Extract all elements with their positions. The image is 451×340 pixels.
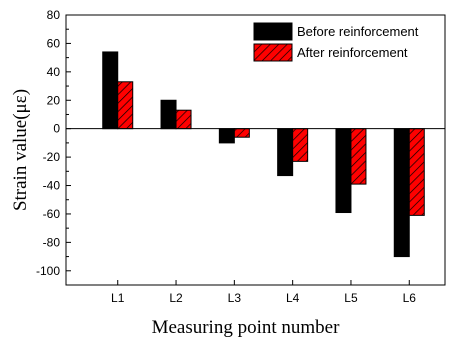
bar-before-l6 bbox=[393, 128, 410, 258]
x-axis-title: Measuring point number bbox=[152, 317, 341, 338]
y-axis-title: Strain value(με) bbox=[10, 89, 31, 211]
bar-after-l2 bbox=[175, 109, 192, 130]
y-tick-label: -100 bbox=[36, 264, 60, 278]
legend: Before reinforcement After reinforcement bbox=[253, 22, 419, 62]
y-tick-label: 0 bbox=[53, 122, 60, 136]
bar-after-l4 bbox=[292, 128, 309, 162]
bar-after-l3 bbox=[233, 128, 250, 138]
y-tick-label: 60 bbox=[47, 36, 61, 50]
y-tick-label: -80 bbox=[43, 235, 61, 249]
y-tick-label: -40 bbox=[43, 179, 61, 193]
y-tick-label: -20 bbox=[43, 150, 61, 164]
bars bbox=[102, 51, 425, 258]
plot-frame bbox=[65, 14, 446, 286]
bar-after-l5 bbox=[350, 128, 367, 185]
legend-swatch bbox=[253, 43, 293, 62]
y-tick-label: 40 bbox=[47, 65, 61, 79]
bar-after-l6 bbox=[408, 128, 425, 216]
bar-before-l1 bbox=[102, 51, 119, 130]
x-tick-label: L6 bbox=[403, 291, 417, 305]
labels: 80 60 40 20 0 -20 -40 -60 -80 -100 L1 L2 L3 L4 L5 L6 Mea… bbox=[10, 8, 416, 338]
bar-before-l4 bbox=[277, 128, 294, 177]
legend-swatch bbox=[253, 22, 293, 41]
y-tick-label: -60 bbox=[43, 207, 61, 221]
y-tick-label: 80 bbox=[47, 8, 61, 22]
x-tick-label: L2 bbox=[169, 291, 183, 305]
legend-label: Before reinforcement bbox=[297, 24, 419, 39]
axes bbox=[65, 14, 446, 286]
x-tick-label: L5 bbox=[344, 291, 358, 305]
legend-label: After reinforcement bbox=[297, 45, 408, 60]
x-tick-label: L1 bbox=[111, 291, 125, 305]
x-tick-label: L3 bbox=[228, 291, 242, 305]
x-tick-label: L4 bbox=[286, 291, 300, 305]
bar-after-l1 bbox=[117, 81, 134, 130]
bar-before-l2 bbox=[160, 99, 177, 130]
bar-before-l5 bbox=[335, 128, 352, 214]
y-tick-label: 20 bbox=[47, 93, 61, 107]
bar-before-l3 bbox=[218, 128, 235, 144]
